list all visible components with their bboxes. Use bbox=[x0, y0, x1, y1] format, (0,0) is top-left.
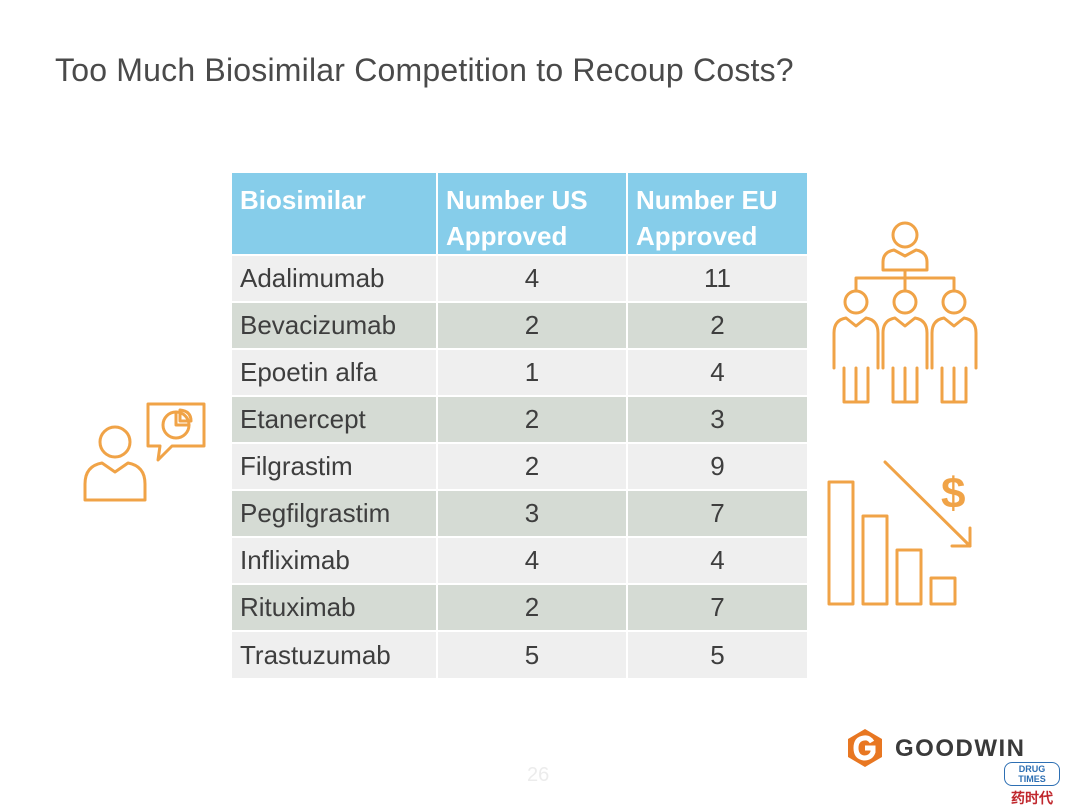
eu-count: 11 bbox=[627, 254, 807, 302]
eu-count: 7 bbox=[627, 583, 807, 631]
table-header-row: Biosimilar Number US Approved Number EU … bbox=[232, 173, 807, 255]
eu-count: 4 bbox=[627, 536, 807, 584]
person-speech-pie-chart-icon bbox=[83, 402, 206, 502]
slide-title: Too Much Biosimilar Competition to Recou… bbox=[55, 52, 794, 88]
table-row: Filgrastim 2 9 bbox=[232, 442, 807, 490]
biosimilar-name: Epoetin alfa bbox=[232, 348, 438, 396]
us-count: 2 bbox=[437, 395, 628, 443]
goodwin-logo-text: GOODWIN bbox=[895, 735, 1026, 762]
header-eu-approved: Number EU Approved bbox=[627, 173, 807, 255]
table-row: Infliximab 4 4 bbox=[232, 536, 807, 584]
biosimilar-name: Bevacizumab bbox=[232, 301, 438, 349]
biosimilar-name: Trastuzumab bbox=[232, 630, 438, 678]
us-count: 4 bbox=[437, 254, 628, 302]
table-row: Trastuzumab 5 5 bbox=[232, 630, 807, 678]
table-row: Epoetin alfa 1 4 bbox=[232, 348, 807, 396]
us-count: 5 bbox=[437, 630, 628, 678]
goodwin-logo-icon bbox=[848, 729, 882, 767]
header-biosimilar: Biosimilar bbox=[232, 173, 438, 255]
us-count: 3 bbox=[437, 489, 628, 537]
declining-cost-chart-icon: $ bbox=[827, 460, 972, 606]
watermark-badge: DRUG TIMES bbox=[1004, 762, 1060, 786]
eu-count: 9 bbox=[627, 442, 807, 490]
us-count: 4 bbox=[437, 536, 628, 584]
table-row: Pegfilgrastim 3 7 bbox=[232, 489, 807, 537]
biosimilar-table: Biosimilar Number US Approved Number EU … bbox=[232, 173, 807, 678]
svg-text:$: $ bbox=[941, 469, 965, 518]
drug-times-watermark: DRUG TIMES 药时代 bbox=[1004, 762, 1060, 808]
biosimilar-name: Adalimumab bbox=[232, 254, 438, 302]
us-count: 2 bbox=[437, 301, 628, 349]
biosimilar-name: Rituximab bbox=[232, 583, 438, 631]
biosimilar-name: Etanercept bbox=[232, 395, 438, 443]
us-count: 1 bbox=[437, 348, 628, 396]
biosimilar-name: Filgrastim bbox=[232, 442, 438, 490]
biosimilar-name: Pegfilgrastim bbox=[232, 489, 438, 537]
table-row: Etanercept 2 3 bbox=[232, 395, 807, 443]
page-number: 26 bbox=[527, 764, 550, 786]
header-us-approved: Number US Approved bbox=[437, 173, 628, 255]
eu-count: 4 bbox=[627, 348, 807, 396]
eu-count: 2 bbox=[627, 301, 807, 349]
table-row: Bevacizumab 2 2 bbox=[232, 301, 807, 349]
us-count: 2 bbox=[437, 442, 628, 490]
eu-count: 3 bbox=[627, 395, 807, 443]
biosimilar-name: Infliximab bbox=[232, 536, 438, 584]
watermark-chinese: 药时代 bbox=[1011, 791, 1053, 807]
eu-count: 7 bbox=[627, 489, 807, 537]
table-row: Rituximab 2 7 bbox=[232, 583, 807, 631]
organization-hierarchy-icon bbox=[832, 221, 978, 404]
table-row: Adalimumab 4 11 bbox=[232, 254, 807, 302]
us-count: 2 bbox=[437, 583, 628, 631]
eu-count: 5 bbox=[627, 630, 807, 678]
